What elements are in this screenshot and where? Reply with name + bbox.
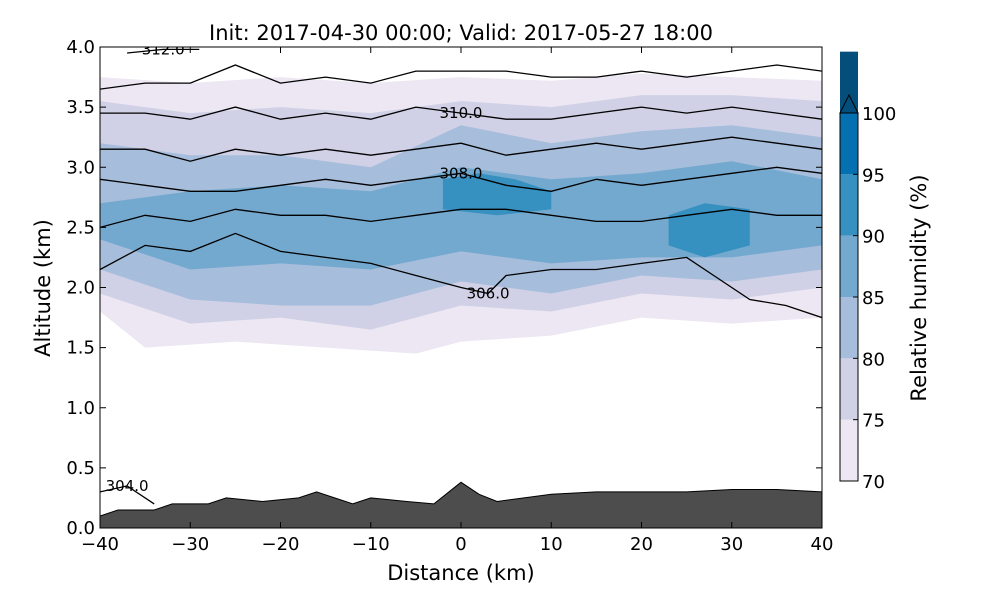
isentrope-line [100, 232, 822, 319]
colorbar-segment [840, 419, 858, 481]
y-tick-label: 2.5 [66, 217, 95, 238]
rh-filled-contours [100, 73, 822, 354]
colorbar-segment [840, 358, 858, 420]
chart-title: Init: 2017-04-30 00:00; Valid: 2017-05-2… [209, 21, 713, 45]
y-tick-label: 1.5 [66, 338, 95, 359]
colorbar-tick-label: 90 [862, 227, 885, 248]
isentrope-line [100, 485, 155, 505]
isentrope-line [100, 64, 822, 90]
x-tick-label: 0 [455, 534, 466, 555]
colorbar-tick-label: 95 [862, 165, 885, 186]
isentrope-contours: 304.0 306.0 308.0 310.0 312.0 [100, 40, 822, 505]
x-tick-label: 10 [540, 534, 563, 555]
colorbar-tick-label: 75 [862, 411, 885, 432]
colorbar-segment [840, 113, 858, 175]
isentrope-label: 308.0 [440, 164, 483, 182]
isentrope-line [100, 106, 822, 120]
terrain-polygon [100, 481, 822, 528]
x-tick-label: −10 [352, 534, 390, 555]
y-tick-label: 0.5 [66, 458, 95, 479]
y-tick-label: 3.0 [66, 157, 95, 178]
colorbar-segment [840, 174, 858, 236]
y-tick-label: 0.0 [66, 518, 95, 539]
colorbar-segment [840, 235, 858, 297]
y-tick-label: 1.0 [66, 398, 95, 419]
isentrope-line [127, 48, 200, 54]
rh-band-90-5 [668, 203, 750, 258]
x-tick-label: −40 [81, 534, 119, 555]
colorbar-tick-label: 85 [862, 288, 885, 309]
isentrope-label: 304.0 [106, 477, 149, 495]
colorbar-segment [840, 297, 858, 359]
x-tick-label: 40 [811, 534, 834, 555]
colorbar-tick-label: 70 [862, 472, 885, 493]
rh-band-85-3 [100, 161, 822, 270]
rh-band-90-4 [442, 173, 552, 216]
isentrope-line [100, 208, 822, 229]
x-tick-label: 20 [630, 534, 653, 555]
y-tick-label: 2.0 [66, 278, 95, 299]
terrain-fill [100, 481, 822, 528]
colorbar-label: Relative humidity (%) [907, 174, 931, 401]
x-tick-label: −20 [262, 534, 300, 555]
isentrope-line [100, 166, 822, 192]
x-axis-ticks: −40 −30 −20 −10 0 10 20 30 40 [81, 47, 833, 555]
x-axis-label: Distance (km) [387, 561, 535, 585]
y-tick-label: 4.0 [66, 37, 95, 58]
isentrope-label: 306.0 [467, 285, 510, 303]
colorbar: 70 75 80 85 90 95 100 [839, 51, 896, 493]
x-tick-label: 30 [720, 534, 743, 555]
isentrope-line [100, 136, 822, 162]
y-tick-label: 3.5 [66, 97, 95, 118]
y-axis-ticks: 0.0 0.5 1.0 1.5 2.0 2.5 3.0 3.5 4.0 [66, 37, 822, 539]
colorbar-tick-label: 80 [862, 349, 885, 370]
isentrope-label: 310.0 [440, 104, 483, 122]
y-axis-label: Altitude (km) [31, 219, 55, 357]
isentrope-label: 312.0 [142, 40, 185, 58]
colorbar-tick-label: 100 [862, 104, 896, 125]
x-tick-label: −30 [171, 534, 209, 555]
colorbar-segment [840, 51, 858, 113]
